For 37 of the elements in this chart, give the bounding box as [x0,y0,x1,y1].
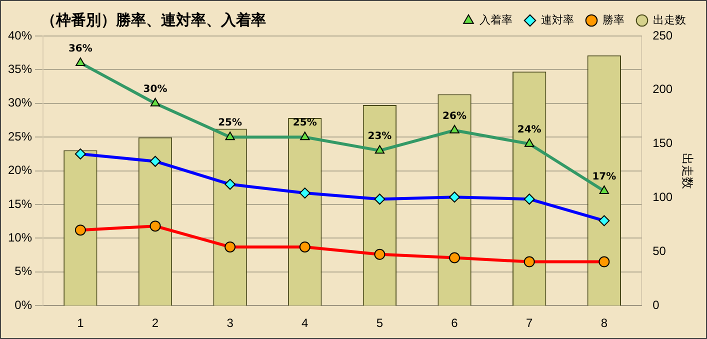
legend-label: 入着率 [480,13,512,26]
data-label: 25% [292,118,317,129]
y2-tick-label: 150 [652,136,673,150]
chart-title: （枠番別）勝率、連対率、入着率 [41,11,266,30]
y2-tick-label: 200 [652,82,673,96]
y-tick-label: 35% [8,62,32,76]
x-tick-label: 6 [451,316,458,330]
x-tick-label: 2 [152,316,159,330]
data-label: 30% [143,84,168,95]
y2-axis-title: 出走数 [680,152,694,189]
y-tick-label: 10% [8,230,32,245]
x-tick-label: 4 [302,316,309,330]
x-tick-label: 1 [77,316,84,330]
data-label: 36% [68,44,92,55]
data-label: 23% [368,131,392,142]
legend-label: 勝率 [602,13,624,26]
y2-tick-label: 250 [652,28,673,42]
legend-label: 連対率 [541,13,574,26]
x-tick-label: 3 [226,316,234,330]
y-tick-label: 30% [8,96,32,110]
y-tick-label: 40% [8,28,32,42]
data-label: 17% [592,172,616,183]
data-label: 25% [218,118,242,129]
y2-tick-label: 50 [652,244,666,258]
y2-tick-label: 100 [652,190,673,204]
y2-tick-label: 0 [652,298,660,312]
x-tick-label: 8 [600,316,608,330]
y-tick-label: 25% [8,129,32,144]
x-tick-label: 5 [376,316,384,330]
legend-label: 出走数 [653,13,686,26]
y-tick-label: 0% [14,298,32,312]
data-label: 24% [517,124,542,136]
data-label: 26% [442,110,466,122]
y-tick-label: 15% [8,196,32,211]
y-tick-label: 20% [8,163,32,178]
y-tick-label: 5% [14,264,32,278]
x-tick-label: 7 [526,316,534,330]
